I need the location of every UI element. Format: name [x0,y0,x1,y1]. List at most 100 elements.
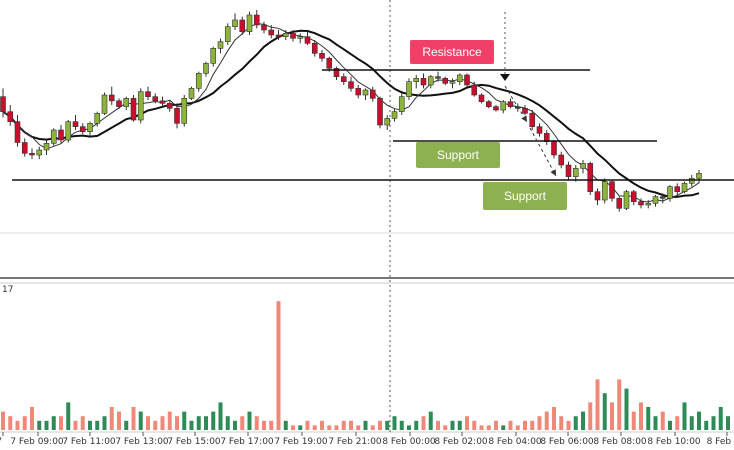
volume-bar [523,420,527,430]
candle-body [50,129,57,144]
candle-body [21,142,28,154]
volume-bar [167,411,172,430]
candle-body [340,76,347,82]
x-tick-label: 7 Feb 17:00 [220,437,274,447]
candle-body [507,101,514,107]
candle-body [14,121,21,143]
moving-average-slow [2,29,700,198]
candle-body [572,168,579,177]
volume-bar [363,420,368,430]
candle-body [529,113,536,127]
x-tick-label: 7 Feb 11:00 [62,437,116,447]
volume-bar [117,411,121,430]
candle-body [268,29,275,36]
volume-bar [370,425,375,430]
candle-body [398,96,405,112]
volume-bar [88,420,92,430]
candle-body [253,14,260,26]
candle-body [43,143,50,151]
candle-body [406,81,412,97]
candle-body [79,126,86,132]
x-tick-label: 7 [0,437,2,447]
volume-bar [124,420,129,430]
candle-body [638,201,644,206]
candle-body [369,89,376,99]
candle-body [485,101,492,107]
volume-bar [704,420,709,430]
volume-bar [436,420,440,430]
candle-body [217,41,224,49]
candle-body [297,36,304,39]
volume-bar [443,425,448,430]
volume-bar [624,388,629,430]
candle-body [609,181,615,199]
volume-bar [486,425,491,430]
volume-bar [479,425,484,430]
volume-bar [349,420,353,430]
volume-bar [37,420,42,430]
candle-body [630,191,637,202]
candle-body [500,101,507,111]
volume-bar [95,420,100,430]
volume-bars [1,301,730,430]
candle-body [101,94,108,114]
x-tick-label: 8 Feb 10:00 [647,437,701,447]
moving-average-fast [2,23,700,203]
annotations: Resistance Support Support [410,40,567,210]
candle-body [137,91,144,121]
x-tick-label: 8 Feb 06:00 [540,437,594,447]
volume-bar [537,416,542,430]
candle-body [681,183,688,192]
volume-bar [407,425,411,430]
volume-bar [182,411,187,430]
volume-bar [617,379,622,430]
candle-body [696,173,702,179]
candle-body [152,96,159,102]
volume-bar [276,301,281,430]
candle-body [58,129,64,141]
volume-indicator-label: 17 [2,285,13,295]
x-tick-label: 7 Feb 09:00 [10,437,64,447]
candle-body [130,98,137,121]
volume-bar [305,420,310,430]
volume-bar [312,425,317,430]
volume-bar [494,420,498,430]
volume-bar [66,402,71,430]
volume-bar [240,416,245,430]
volume-bar [225,416,230,430]
candle-body [427,76,434,86]
volume-bar [211,411,216,430]
volume-bar [30,407,34,430]
volume-bar [131,407,136,430]
volume-bar [450,420,455,430]
volume-bar [269,420,274,430]
x-tick-label: 8 Feb 00:00 [382,437,436,447]
volume-bar [581,411,585,430]
candle-body [145,91,151,97]
volume-bar [22,416,27,430]
candle-body [674,186,681,192]
candle-body [413,78,420,82]
fast-ma-line [2,23,700,203]
volume-bar [602,393,607,430]
candle-body [471,84,478,96]
candle-body [652,196,659,204]
candle-body [72,121,79,127]
candle-body [478,94,485,102]
volume-bar [385,420,390,430]
candle-body [601,181,608,201]
volume-bar [298,425,303,430]
candle-body [290,33,296,39]
candle-body [123,98,130,107]
candle-body [319,53,325,59]
volume-bar [559,416,564,430]
candle-body [210,48,217,64]
candle-body [456,74,463,82]
candle-body [304,36,311,44]
volume-bar [726,416,730,430]
candle-body [587,163,594,192]
projection-arrow-1 [504,85,528,123]
candle-body [94,113,101,124]
slow-ma-line [2,29,700,198]
volume-bar [465,416,469,430]
